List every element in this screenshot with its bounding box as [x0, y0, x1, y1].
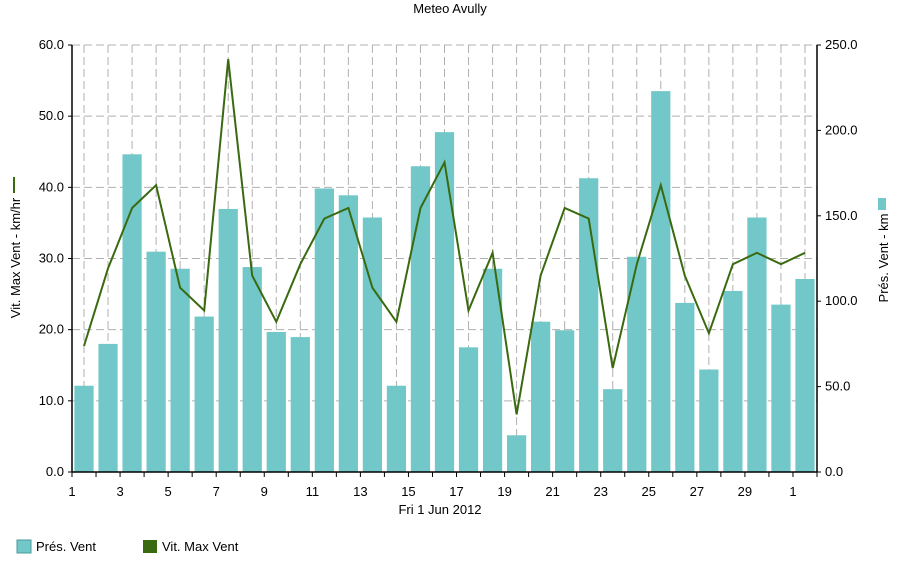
bar — [194, 316, 214, 472]
y-right-tick-label: 150.0 — [825, 208, 858, 223]
x-tick-label: 1 — [789, 484, 796, 499]
bar — [242, 267, 262, 472]
bar — [98, 343, 118, 472]
y-axis-right-label: Prés. Vent - km — [876, 214, 891, 303]
legend-label-vit-max-vent: Vit. Max Vent — [162, 539, 239, 554]
bar — [314, 188, 334, 473]
legend-line-icon — [143, 540, 157, 553]
axes — [68, 44, 821, 477]
x-tick-label: 29 — [738, 484, 752, 499]
legend: Prés. Vent Vit. Max Vent — [16, 539, 239, 554]
bar — [771, 304, 791, 472]
x-tick-label: 3 — [116, 484, 123, 499]
x-tick-label: 9 — [261, 484, 268, 499]
bar — [266, 331, 286, 472]
bar — [699, 369, 719, 472]
bar — [651, 91, 671, 472]
legend-bar-icon — [16, 539, 32, 554]
y-right-tick-label: 0.0 — [825, 464, 843, 479]
x-axis-label: Fri 1 Jun 2012 — [398, 502, 481, 517]
bar — [747, 217, 767, 472]
bar — [362, 217, 383, 472]
bar — [386, 385, 407, 472]
x-tick-label: 23 — [593, 484, 607, 499]
bar — [723, 290, 743, 472]
bar — [627, 256, 647, 472]
y-left-tick-label: 0.0 — [46, 464, 64, 479]
y-right-tick-label: 250.0 — [825, 37, 858, 52]
bar — [122, 154, 142, 472]
bar — [290, 337, 310, 472]
y-right-tick-label: 100.0 — [825, 293, 858, 308]
x-tick-label: 5 — [165, 484, 172, 499]
y-left-tick-label: 30.0 — [39, 251, 64, 266]
y-axis-left-label: Vit. Max Vent - km/hr — [8, 197, 23, 318]
y-left-tick-label: 20.0 — [39, 322, 64, 337]
right-legend-bar-icon — [878, 198, 886, 210]
y-right-tick-label: 50.0 — [825, 379, 850, 394]
x-tick-label: 1 — [68, 484, 75, 499]
tick-labels: 0.0 10.0 20.0 30.0 40.0 50.0 60.0 0.0 50.0 100.0 1… — [39, 37, 858, 499]
bar — [410, 166, 431, 472]
bar — [531, 321, 551, 472]
legend-label-pres-vent: Prés. Vent — [36, 539, 96, 554]
bar — [434, 132, 455, 472]
y-left-tick-label: 60.0 — [39, 37, 64, 52]
bar — [482, 268, 503, 472]
y-left-tick-label: 40.0 — [39, 179, 64, 194]
bar — [506, 435, 527, 472]
bar — [218, 208, 238, 472]
x-tick-label: 13 — [353, 484, 367, 499]
x-tick-label: 19 — [497, 484, 511, 499]
x-tick-label: 15 — [401, 484, 415, 499]
line-series — [83, 59, 806, 415]
x-tick-label: 25 — [642, 484, 656, 499]
x-tick-label: 21 — [545, 484, 559, 499]
bar — [795, 278, 815, 472]
y-left-tick-label: 50.0 — [39, 108, 64, 123]
bar — [170, 268, 190, 472]
x-tick-label: 7 — [213, 484, 220, 499]
bar — [603, 389, 623, 472]
chart-title: Meteo Avully — [413, 1, 487, 16]
bar — [458, 347, 479, 472]
bar — [74, 385, 94, 472]
x-tick-label: 11 — [306, 484, 320, 499]
bar — [675, 302, 695, 472]
x-tick-label: 17 — [449, 484, 463, 499]
x-tick-label: 27 — [690, 484, 704, 499]
bar — [338, 195, 358, 472]
bar — [555, 330, 575, 472]
bar — [146, 251, 166, 472]
y-right-tick-label: 200.0 — [825, 122, 858, 137]
y-left-tick-label: 10.0 — [39, 393, 64, 408]
bar-series — [74, 91, 815, 473]
